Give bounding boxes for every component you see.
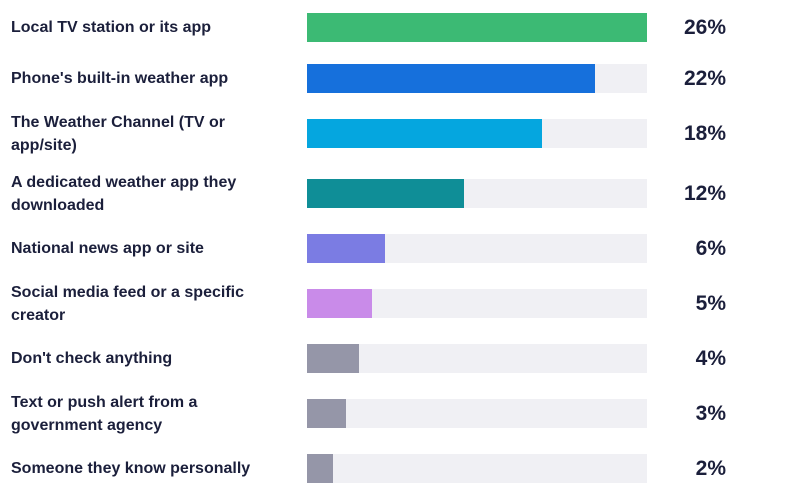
category-label: Local TV station or its app [11,19,212,36]
bar [307,344,359,373]
value-label: 5% [695,292,726,315]
value-label: 4% [695,347,726,370]
value-label: 18% [683,122,726,145]
value-label: 6% [695,237,726,260]
category-label: Someone they know personally [11,460,251,477]
bar-track [307,179,647,208]
category-label: Phone's built-in weather app [11,70,229,87]
category-label: Social media feed or a specific creator [11,284,244,324]
bar-track [307,344,647,373]
category-label: National news app or site [11,240,204,257]
value-label: 2% [695,457,726,480]
bar [307,13,647,42]
bar-track [307,399,647,428]
bar-row: Local TV station or its app 26% [0,13,800,42]
bar [307,399,346,428]
bar-row: A dedicated weather app they downloaded 1… [0,174,800,214]
bar-row: Social media feed or a specific creator 5… [0,284,800,324]
bar-track [307,13,647,42]
category-label: The Weather Channel (TV or app/site) [11,114,225,154]
bar-row: Don't check anything 4% [0,344,800,373]
value-label: 3% [695,402,726,425]
bar-track [307,64,647,93]
bar [307,179,464,208]
bar [307,64,595,93]
value-label: 26% [683,16,726,39]
bar-track [307,119,647,148]
bar-row: The Weather Channel (TV or app/site) 18% [0,114,800,154]
category-label: Text or push alert from a government age… [11,394,198,434]
category-label: A dedicated weather app they downloaded [11,174,237,214]
bar-track [307,454,647,483]
bar-track [307,289,647,318]
bar [307,454,333,483]
bar [307,234,385,263]
bar-track [307,234,647,263]
bar-row: Phone's built-in weather app 22% [0,64,800,93]
value-label: 22% [683,67,726,90]
bar-row: Text or push alert from a government age… [0,394,800,434]
bar [307,289,372,318]
bar-row: National news app or site 6% [0,234,800,263]
value-label: 12% [683,182,726,205]
bar-row: Someone they know personally 2% [0,454,800,483]
category-label: Don't check anything [11,350,173,367]
bar [307,119,542,148]
